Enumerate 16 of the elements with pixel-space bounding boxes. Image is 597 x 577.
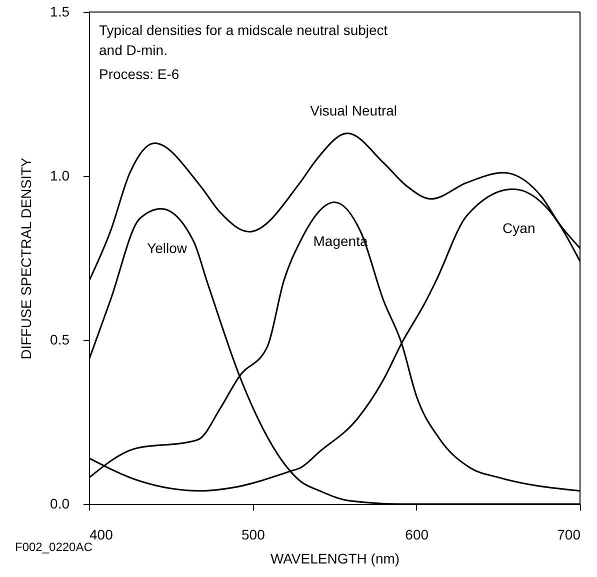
y-tick-label: 1.5 — [50, 4, 70, 20]
x-tick-label: 700 — [557, 526, 581, 542]
y-axis-title: DIFFUSE SPECTRAL DENSITY — [18, 156, 34, 360]
annotation: Typical densities for a midscale neutral subject and D-min. — [99, 22, 388, 58]
y-tick-label: 0.5 — [50, 332, 70, 348]
series-label: Yellow — [147, 240, 188, 256]
series-label: Visual Neutral — [310, 102, 398, 118]
series-label: Cyan — [502, 220, 536, 236]
x-tick-label: 400 — [90, 526, 114, 542]
x-tick-label: 600 — [405, 526, 429, 542]
y-tick-label: 0.0 — [50, 496, 70, 512]
x-axis-title: WAVELENGTH (nm) — [270, 550, 400, 566]
text: F002_0220AC — [15, 540, 93, 554]
x-tick-label: 500 — [241, 526, 266, 542]
annotation: Process: E-6 — [99, 66, 180, 82]
y-tick-label: 1.0 — [50, 168, 70, 184]
